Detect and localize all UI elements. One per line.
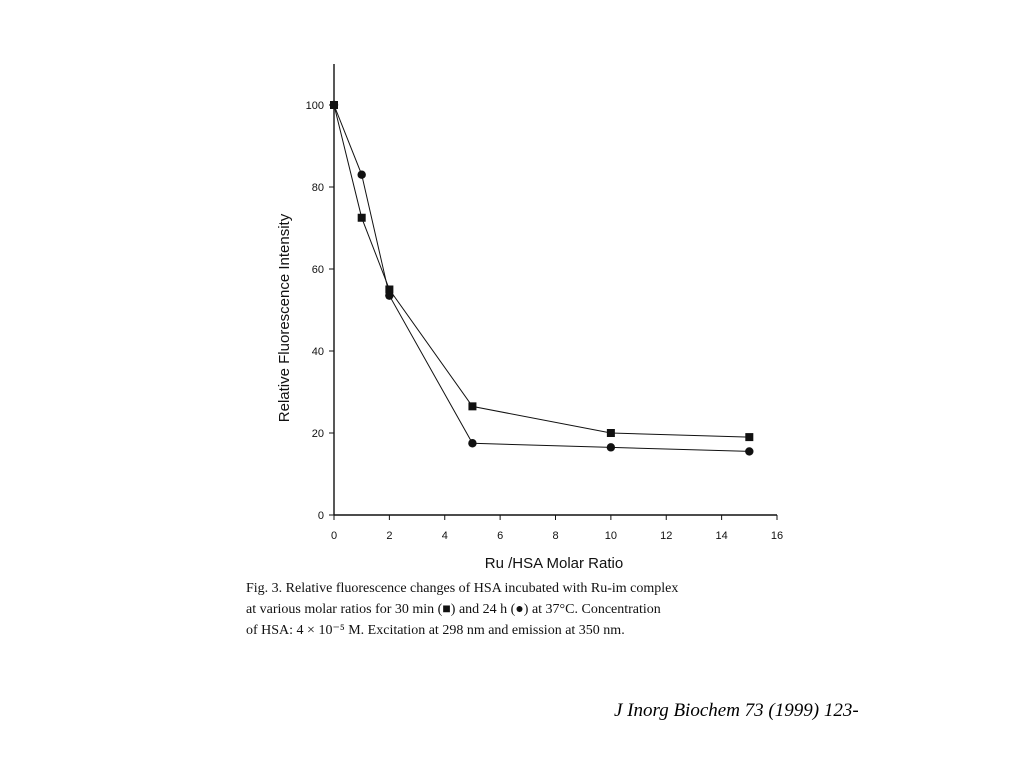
y-tick-label: 40 — [312, 346, 324, 358]
y-axis-title: Relative Fluorescence Intensity — [276, 213, 293, 422]
data-point-circle — [329, 100, 339, 110]
data-point-circle — [385, 291, 394, 300]
data-point-square — [357, 213, 366, 222]
x-tick-label: 6 — [497, 530, 503, 542]
data-point-circle — [357, 170, 366, 179]
data-point-circle — [745, 447, 754, 456]
data-point-square — [745, 433, 754, 442]
data-point-circle — [468, 439, 477, 448]
ticks: 0 2 4 6 8 10 12 14 16 0 20 40 60 80 100 — [306, 100, 783, 542]
x-tick-label: 2 — [386, 530, 392, 542]
caption-line-3: of HSA: 4 × 10⁻⁵ M. Excitation at 298 nm… — [246, 623, 625, 638]
y-tick-label: 20 — [312, 428, 324, 440]
data-point-square — [385, 285, 394, 294]
x-tick-label: 4 — [442, 530, 448, 542]
x-tick-label: 10 — [605, 530, 617, 542]
x-tick-label: 8 — [552, 530, 558, 542]
series-line-1 — [333, 104, 750, 438]
caption-line-2: at various molar ratios for 30 min (■) a… — [246, 602, 661, 617]
axes — [333, 64, 777, 516]
series-lines — [333, 104, 750, 452]
x-tick-label: 0 — [331, 530, 337, 542]
series-line-2 — [333, 104, 750, 452]
y-tick-label: 100 — [306, 100, 324, 112]
data-point-square — [468, 402, 477, 411]
data-point-circle — [606, 443, 616, 452]
data-point-square — [606, 429, 615, 437]
x-tick-label: 12 — [660, 530, 672, 542]
markers — [329, 100, 754, 456]
figure-caption: Fig. 3. Relative fluorescence changes of… — [246, 578, 836, 641]
x-tick-label: 16 — [771, 530, 783, 542]
x-tick-label: 14 — [716, 530, 728, 542]
y-tick-label: 80 — [312, 182, 324, 194]
chart: 0 2 4 6 8 10 12 14 16 0 20 40 60 80 100 Relative Fluor… — [276, 64, 783, 572]
citation: J Inorg Biochem 73 (1999) 123- — [614, 700, 859, 721]
y-tick-label: 0 — [318, 510, 324, 522]
y-tick-label: 60 — [312, 264, 324, 276]
caption-line-1: Fig. 3. Relative fluorescence changes of… — [246, 581, 679, 596]
x-axis-title: Ru /HSA Molar Ratio — [485, 555, 623, 572]
